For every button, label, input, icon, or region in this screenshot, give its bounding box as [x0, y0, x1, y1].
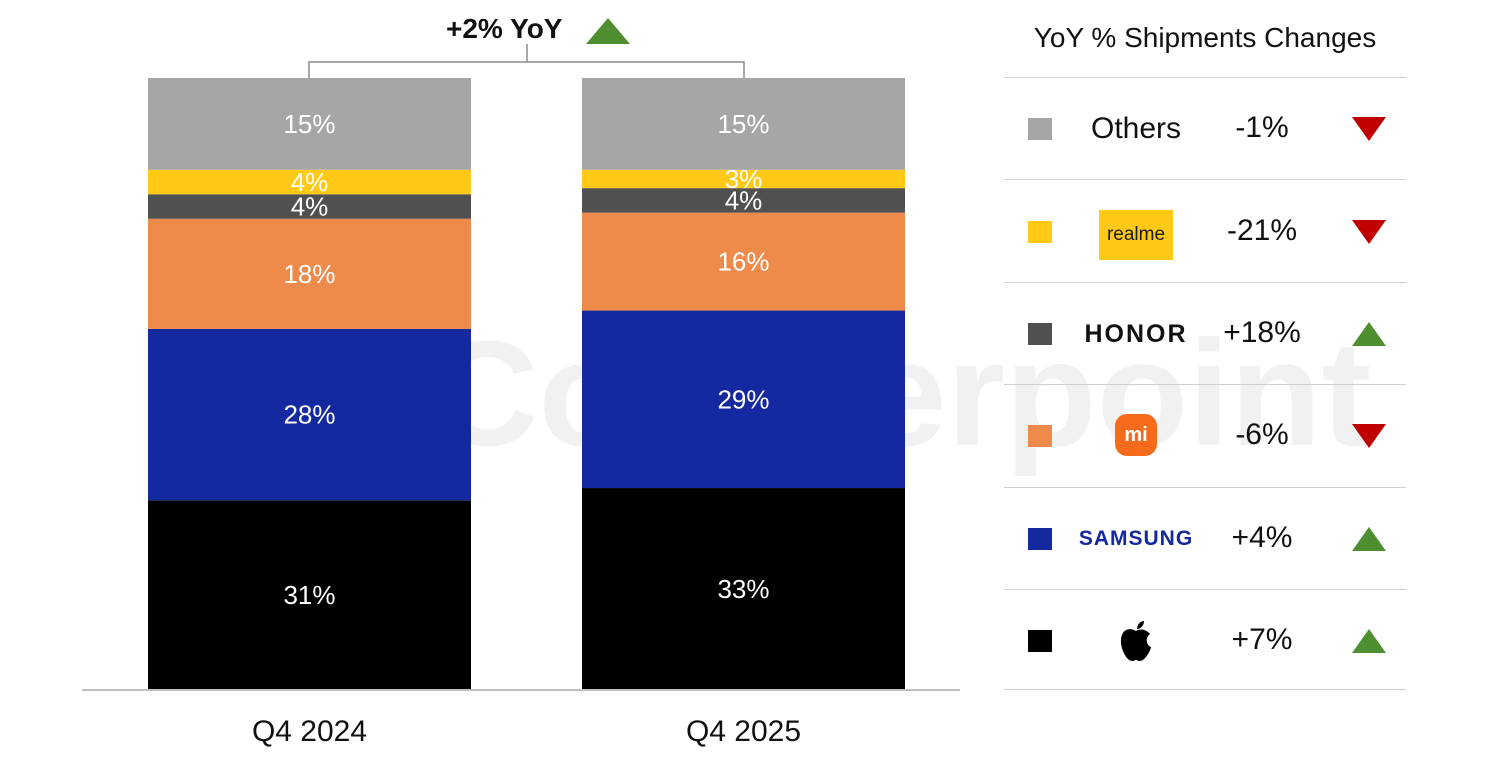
legend-row: realme -21%	[1004, 179, 1406, 282]
legend-swatch	[1028, 527, 1052, 550]
yoy-total-label: +2% YoY	[446, 13, 563, 44]
bars-group: 31%28%18%4%4%15%33%29%16%4%3%15%	[148, 78, 905, 690]
legend-panel: YoY % Shipments Changes Others -1% realme -…	[1004, 0, 1406, 692]
down-arrow-icon	[1352, 219, 1386, 244]
legend-swatch	[1028, 630, 1052, 653]
legend-yoy-change: -6%	[1235, 418, 1289, 452]
bar-realme-1	[148, 169, 471, 195]
data-label-others-1: 15%	[283, 109, 335, 139]
yoy-bracket	[308, 44, 745, 78]
bar-others-2	[582, 78, 905, 170]
legend-swatch	[1028, 322, 1052, 345]
data-label-honor-2: 4%	[725, 185, 763, 215]
up-arrow-icon	[1352, 526, 1386, 551]
legend-brand-label: Others	[1090, 112, 1182, 146]
down-arrow-icon	[1352, 117, 1386, 142]
legend-yoy-change: -1%	[1235, 111, 1289, 145]
apple-logo	[1074, 619, 1198, 663]
data-label-xiaomi-2: 16%	[717, 247, 769, 277]
bar-apple-1	[148, 500, 471, 690]
legend-row: +7%	[1004, 589, 1406, 692]
realme-logo: realme	[1074, 209, 1198, 260]
category-label-1: Q4 2024	[252, 715, 367, 748]
category-labels: Q4 2024 Q4 2025	[252, 715, 801, 748]
down-arrow-icon	[1352, 424, 1386, 449]
up-arrow-icon	[1352, 629, 1386, 654]
legend-yoy-change: +18%	[1223, 315, 1301, 349]
bar-others-1	[148, 78, 471, 170]
bar-samsung-1	[148, 328, 471, 501]
legend-swatch	[1028, 118, 1052, 141]
data-label-xiaomi-1: 18%	[283, 259, 335, 289]
bar-honor-2	[582, 188, 905, 213]
category-label-2: Q4 2025	[686, 715, 801, 748]
legend-row: HONOR +18%	[1004, 281, 1406, 385]
honor-logo: HONOR	[1084, 319, 1188, 348]
legend-yoy-change: -21%	[1226, 213, 1298, 247]
legend-row: Others -1%	[1004, 77, 1406, 180]
bar-samsung-2	[582, 310, 905, 489]
legend-title: YoY % Shipments Changes	[1033, 22, 1377, 53]
bar-apple-2	[582, 488, 905, 690]
data-label-apple-2: 33%	[717, 574, 769, 604]
data-label-honor-1: 4%	[291, 192, 329, 222]
legend-yoy-change: +4%	[1231, 520, 1293, 554]
up-arrow-icon	[586, 18, 630, 44]
xiaomi-logo: mi	[1074, 414, 1198, 458]
data-label-others-2: 15%	[717, 109, 769, 139]
legend-yoy-change: +7%	[1231, 623, 1293, 657]
legend-bottom-divider	[1004, 689, 1406, 690]
samsung-logo: SAMSUNG	[1078, 526, 1194, 550]
legend-row: mi -6%	[1004, 384, 1406, 487]
legend-swatch	[1028, 220, 1052, 243]
bar-honor-1	[148, 194, 471, 219]
data-label-apple-1: 31%	[283, 580, 335, 610]
data-label-realme-1: 4%	[291, 167, 329, 197]
legend-row: SAMSUNG +4%	[1004, 486, 1406, 590]
data-label-samsung-2: 29%	[717, 384, 769, 414]
bar-xiaomi-2	[582, 212, 905, 311]
up-arrow-icon	[1352, 321, 1386, 346]
bar-realme-2	[582, 169, 905, 189]
data-label-samsung-1: 28%	[283, 400, 335, 430]
legend-swatch	[1028, 425, 1052, 448]
bar-xiaomi-1	[148, 218, 471, 329]
